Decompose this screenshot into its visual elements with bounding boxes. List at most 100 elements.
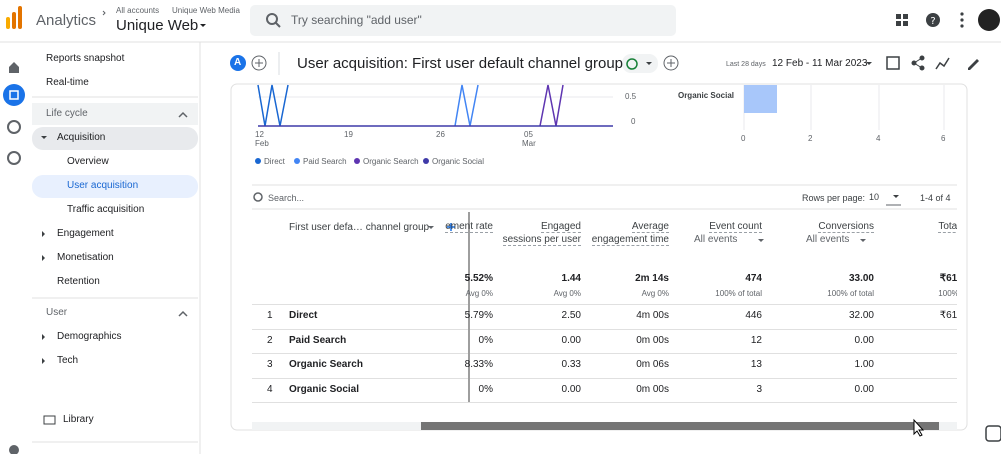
- row-dimension[interactable]: Direct: [289, 310, 318, 321]
- add-dimension[interactable]: [447, 223, 455, 231]
- edit-icon[interactable]: [968, 59, 979, 70]
- date-caret[interactable]: [866, 62, 872, 65]
- rows-per-page-label: Rows per page:: [802, 193, 866, 203]
- nav-item[interactable]: Demographics: [57, 331, 122, 342]
- column-header[interactable]: Engaged sessions per user: [501, 220, 581, 246]
- date-range[interactable]: 12 Feb - 11 Mar 2023: [772, 58, 868, 69]
- axis-label: 2: [808, 134, 813, 143]
- settings-icon[interactable]: [9, 445, 19, 454]
- cell: 13: [750, 359, 762, 370]
- collapse-icon[interactable]: [178, 310, 188, 317]
- metric-selector[interactable]: All events: [806, 234, 850, 245]
- nav-item[interactable]: Real-time: [46, 77, 89, 88]
- date-label: Last 28 days: [726, 61, 766, 68]
- axis-label: Mar: [522, 139, 536, 148]
- insights-icon[interactable]: [935, 57, 950, 70]
- row-border: [252, 378, 957, 379]
- total-value: 2m 14s: [635, 273, 669, 284]
- row-border: [252, 329, 957, 330]
- column-title: ement rate: [445, 221, 493, 233]
- cell: 0.00: [854, 384, 874, 395]
- column-header[interactable]: First user defa… channel group: [289, 222, 430, 233]
- metric-caret[interactable]: [758, 239, 764, 242]
- nav-item[interactable]: Overview: [67, 156, 109, 167]
- row-dimension[interactable]: Organic Search: [289, 359, 363, 370]
- explore-icon[interactable]: [7, 120, 21, 134]
- cell: ₹61,392.0: [939, 310, 957, 321]
- axis-label: 05: [524, 130, 533, 139]
- logo-bar: [12, 12, 16, 29]
- cell: 0m 06s: [636, 359, 669, 370]
- data-table: First user defa… channel group ement rate…: [252, 212, 957, 422]
- select-caret[interactable]: [893, 195, 899, 198]
- total-value: 1.44: [561, 273, 581, 284]
- column-title: Conversions: [818, 221, 874, 233]
- legend-dot: [423, 158, 429, 164]
- legend-dot: [294, 158, 300, 164]
- collapse-icon[interactable]: [178, 111, 188, 118]
- more-icon[interactable]: [960, 12, 964, 28]
- property-caret[interactable]: [200, 24, 206, 27]
- property-name[interactable]: Unique Web: [116, 17, 199, 34]
- rows-per-page[interactable]: 10: [869, 192, 880, 202]
- column-header[interactable]: Event count: [682, 220, 762, 233]
- nav-item[interactable]: Traffic acquisition: [67, 204, 145, 215]
- total-note: Avg 0%: [465, 289, 493, 298]
- nav-item[interactable]: Monetisation: [57, 252, 114, 263]
- reports-icon[interactable]: [3, 84, 25, 106]
- column-header[interactable]: Total rever: [905, 220, 957, 233]
- nav-item[interactable]: User acquisition: [67, 180, 139, 191]
- column-header[interactable]: Average engagement time: [584, 220, 669, 246]
- scrollbar-thumb[interactable]: [421, 422, 939, 430]
- nav-item[interactable]: Acquisition: [57, 132, 106, 143]
- nav-item[interactable]: Engagement: [57, 228, 114, 239]
- avatar-badge[interactable]: [230, 55, 246, 71]
- breadcrumb[interactable]: Unique Web Media: [172, 6, 240, 15]
- add-comparison[interactable]: [251, 55, 267, 71]
- cell: 3: [756, 384, 762, 395]
- row-index: 1: [267, 310, 273, 321]
- column-header[interactable]: Conversions: [794, 220, 874, 233]
- nav-selected-bg: [32, 127, 198, 150]
- breadcrumb[interactable]: All accounts: [116, 6, 160, 15]
- customize-icon[interactable]: [886, 56, 900, 70]
- share-icon[interactable]: [911, 55, 925, 71]
- nav-item[interactable]: Library: [63, 414, 94, 425]
- advertising-icon[interactable]: [7, 151, 21, 165]
- nav-item[interactable]: Tech: [57, 355, 79, 366]
- cell: 4m 00s: [636, 310, 669, 321]
- home-icon[interactable]: [9, 62, 19, 73]
- total-value: 5.52%: [464, 273, 493, 284]
- apps-icon[interactable]: [896, 14, 908, 26]
- help-icon[interactable]: [926, 13, 940, 27]
- nav-section[interactable]: User: [46, 307, 68, 318]
- row-dimension[interactable]: Paid Search: [289, 335, 347, 346]
- axis-label: 0.5: [625, 92, 637, 101]
- metric-caret[interactable]: [860, 239, 866, 242]
- nav-section[interactable]: Life cycle: [46, 108, 88, 119]
- feedback-icon[interactable]: [985, 425, 1001, 442]
- search-icon: [275, 22, 281, 28]
- legend-label: Direct: [264, 157, 285, 166]
- row-dimension[interactable]: Organic Social: [289, 384, 360, 395]
- column-header[interactable]: ement rate: [433, 220, 493, 233]
- nav-item[interactable]: Reports snapshot: [46, 53, 125, 64]
- expand-caret: [42, 358, 45, 364]
- expand-caret: [41, 136, 47, 139]
- nav-item[interactable]: Retention: [57, 276, 100, 287]
- table-search[interactable]: Search...: [268, 193, 305, 203]
- search-box[interactable]: [250, 5, 676, 36]
- cell: 446: [745, 310, 762, 321]
- add-button[interactable]: [663, 55, 679, 71]
- plus: [255, 59, 263, 67]
- row-index: 2: [267, 335, 273, 346]
- account-avatar[interactable]: [978, 9, 1000, 31]
- cell: 0m 00s: [636, 335, 669, 346]
- search-input[interactable]: Try searching "add user": [291, 13, 422, 27]
- cell: 0%: [478, 335, 493, 346]
- axis-label: 4: [876, 134, 881, 143]
- metric-selector[interactable]: All events: [694, 234, 738, 245]
- dimension-caret[interactable]: [428, 226, 434, 229]
- product-name: Analytics: [36, 12, 97, 29]
